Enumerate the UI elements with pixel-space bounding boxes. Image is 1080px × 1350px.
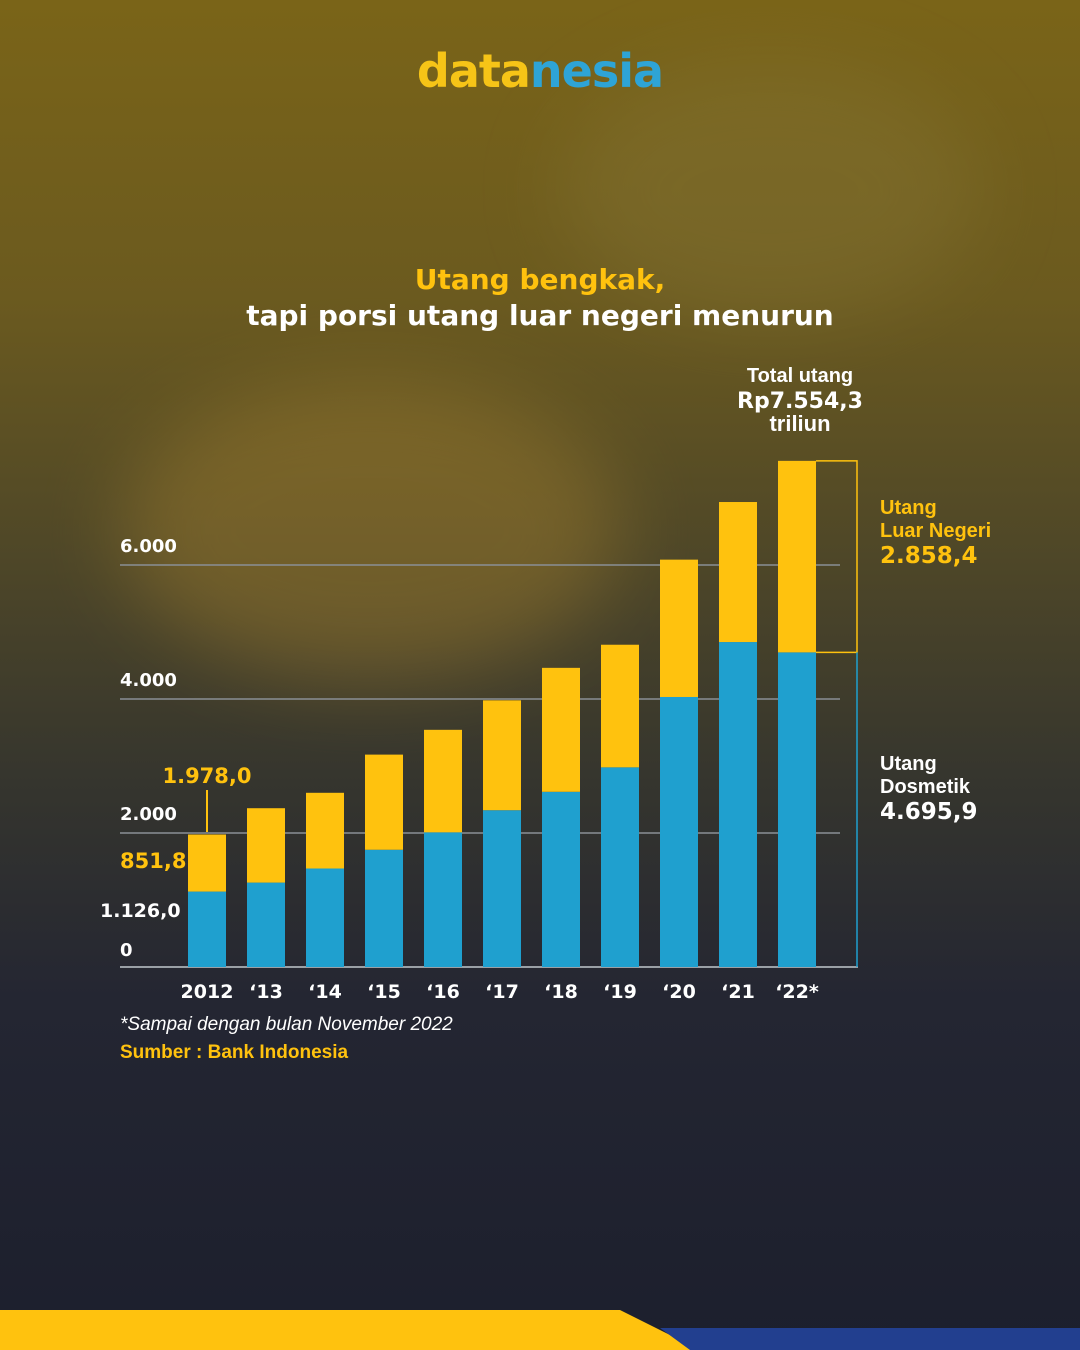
- bar-external: [601, 644, 639, 768]
- domestic-label-2: Dosmetik: [880, 776, 971, 798]
- bar-domestic: [778, 652, 816, 967]
- x-tick-label: ‘20: [662, 981, 696, 1003]
- first-external-label: 851,8: [120, 849, 186, 873]
- x-tick-label: ‘21: [721, 981, 755, 1003]
- bar-external: [188, 834, 226, 892]
- background-glow-2: [560, 60, 980, 320]
- brand-logo-part2: nesia: [529, 44, 664, 98]
- first-total-label: 1.978,0: [162, 764, 251, 788]
- bar-domestic: [424, 832, 462, 967]
- x-tick-label: ‘18: [544, 981, 578, 1003]
- bar-external: [365, 754, 403, 850]
- bar-external: [483, 700, 521, 811]
- external-label-1: Utang: [880, 497, 937, 519]
- external-bracket: [816, 460, 858, 654]
- x-tick-label: ‘17: [485, 981, 519, 1003]
- bar-external: [542, 667, 580, 792]
- bottom-blue-band: [660, 1328, 1080, 1350]
- external-label-2: Luar Negeri: [880, 520, 991, 542]
- bar-domestic: [542, 791, 580, 967]
- bar-external: [247, 808, 285, 883]
- x-tick-label: ‘15: [367, 981, 401, 1003]
- x-tick-label: ‘14: [308, 981, 342, 1003]
- first-domestic-label: 1.126,0: [100, 900, 181, 922]
- bar-domestic: [365, 849, 403, 967]
- x-tick-label: 2012: [181, 981, 234, 1003]
- x-tick-label: ‘16: [426, 981, 460, 1003]
- bar-external: [719, 502, 757, 643]
- footnote: *Sampai dengan bulan November 2022: [120, 1014, 453, 1035]
- bar-external: [424, 729, 462, 833]
- total-label: Total utang: [747, 365, 853, 387]
- total-unit: triliun: [769, 411, 830, 436]
- bar-domestic: [247, 882, 285, 967]
- external-value: 2.858,4: [880, 543, 978, 569]
- y-tick-label: 2.000: [120, 804, 177, 825]
- bar-domestic: [719, 642, 757, 967]
- domestic-value: 4.695,9: [880, 799, 978, 825]
- total-value: Rp7.554,3: [737, 389, 863, 414]
- title-line2: tapi porsi utang luar negeri menurun: [246, 299, 834, 332]
- y-tick-label: 4.000: [120, 670, 177, 691]
- x-tick-label: ‘19: [603, 981, 637, 1003]
- domestic-label-1: Utang: [880, 753, 937, 775]
- brand-logo: datanesia: [0, 44, 1080, 98]
- y-tick-label: 6.000: [120, 536, 177, 557]
- chart-title: Utang bengkak, tapi porsi utang luar neg…: [0, 262, 1080, 334]
- x-tick-label: ‘22*: [775, 981, 819, 1003]
- bar-external: [306, 792, 344, 869]
- bar-domestic: [483, 810, 521, 967]
- title-line1: Utang bengkak,: [414, 263, 666, 296]
- bottom-yellow-band: [0, 1310, 700, 1350]
- x-tick-label: ‘13: [249, 981, 283, 1003]
- bar-domestic: [660, 696, 698, 967]
- bar-external: [660, 559, 698, 697]
- bar-external: [778, 460, 816, 653]
- source: Sumber : Bank Indonesia: [120, 1042, 349, 1063]
- bar-domestic: [306, 868, 344, 967]
- y-tick-label: 0: [120, 940, 133, 961]
- brand-logo-part1: data: [416, 44, 531, 98]
- bar-domestic: [601, 767, 639, 967]
- background-glow: [120, 380, 620, 680]
- bar-domestic: [188, 891, 226, 967]
